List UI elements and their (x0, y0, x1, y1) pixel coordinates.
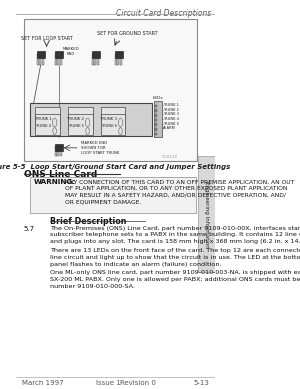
Bar (155, 109, 158, 112)
Text: Brief Description: Brief Description (50, 217, 126, 226)
Text: One ML-only ONS line card, part number 9109-010-003-NA, is shipped with each
SX-: One ML-only ONS line card, part number 9… (50, 270, 300, 289)
Text: TRUNK 3: TRUNK 3 (100, 117, 117, 121)
Text: Engineering Information: Engineering Information (204, 180, 209, 247)
Text: There are 13 LEDs on the front face of the card. The top 12 are each connected t: There are 13 LEDs on the front face of t… (50, 248, 300, 267)
Text: TRUNK 3: TRUNK 3 (164, 112, 179, 116)
Bar (34, 114, 60, 135)
Bar (24, 19, 197, 161)
Text: Issue 1: Issue 1 (95, 380, 120, 386)
Bar (155, 105, 158, 107)
Bar (55, 51, 63, 58)
Text: CC0113: CC0113 (161, 155, 177, 159)
Text: March 1997: March 1997 (22, 380, 63, 386)
Bar (30, 177, 196, 213)
Bar (68, 114, 92, 135)
Bar (97, 54, 99, 65)
Bar (120, 54, 122, 65)
Bar (155, 119, 158, 121)
Text: TRUNK 5: TRUNK 5 (68, 124, 84, 128)
Bar (115, 51, 122, 58)
Bar (68, 107, 92, 129)
Text: ALARM: ALARM (164, 126, 176, 130)
Text: ANY CONNECTION OF THIS CARD TO AN OFF PREMISE APPLICATION, AN OUT
OF PLANT APPLI: ANY CONNECTION OF THIS CARD TO AN OFF PR… (64, 179, 294, 205)
Text: TRUNK 4: TRUNK 4 (35, 124, 51, 128)
Text: TRUNK 1: TRUNK 1 (164, 103, 179, 107)
Bar (34, 107, 60, 129)
Text: MARKED END
SHOWN FOR
LOOP START TRUNK: MARKED END SHOWN FOR LOOP START TRUNK (81, 141, 119, 155)
Text: TRUNK 6: TRUNK 6 (101, 124, 117, 128)
Text: WARNING:: WARNING: (34, 179, 76, 185)
Bar (60, 146, 62, 156)
Text: TRUNK 2: TRUNK 2 (68, 117, 85, 121)
Bar (100, 107, 125, 129)
Bar (57, 146, 59, 156)
Bar (115, 54, 116, 65)
Text: 5.7: 5.7 (24, 226, 35, 231)
Bar (60, 54, 62, 65)
Text: The On-Premises (ONS) Line Card, part number 9109-010-00X, interfaces standard
s: The On-Premises (ONS) Line Card, part nu… (50, 226, 300, 244)
Bar (155, 128, 158, 131)
Text: Revision 0: Revision 0 (119, 380, 155, 386)
Bar (155, 133, 158, 135)
Bar (37, 54, 39, 65)
Bar (198, 156, 215, 272)
Bar (55, 146, 57, 156)
Bar (92, 54, 94, 65)
Bar (30, 103, 152, 136)
Bar (155, 123, 158, 126)
Text: Figure 5-5  Loop Start/Ground Start Card and Jumper Settings: Figure 5-5 Loop Start/Ground Start Card … (0, 164, 230, 170)
Text: ONS Line Card: ONS Line Card (24, 170, 97, 179)
Text: LEDs: LEDs (153, 96, 164, 100)
Bar (155, 114, 158, 117)
Bar (117, 54, 119, 65)
Bar (154, 101, 162, 137)
Bar (100, 114, 125, 135)
Text: TRUNK 2: TRUNK 2 (164, 108, 179, 112)
Text: SET FOR LOOP START: SET FOR LOOP START (21, 37, 73, 41)
Bar (39, 54, 41, 65)
Text: MARKED
END: MARKED END (62, 47, 79, 56)
Bar (57, 54, 59, 65)
Bar (55, 54, 57, 65)
Bar (37, 51, 45, 58)
Bar (92, 51, 100, 58)
Bar (55, 144, 63, 151)
Text: 5-13: 5-13 (194, 380, 209, 386)
Bar (42, 54, 44, 65)
Bar (94, 54, 96, 65)
Text: Circuit Card Descriptions: Circuit Card Descriptions (116, 9, 212, 18)
Text: TRUNK 5: TRUNK 5 (164, 122, 179, 126)
Text: TRUNK 4: TRUNK 4 (164, 117, 179, 121)
Text: SET FOR GROUND START: SET FOR GROUND START (97, 31, 158, 35)
Text: TRUNK 1: TRUNK 1 (34, 117, 52, 121)
